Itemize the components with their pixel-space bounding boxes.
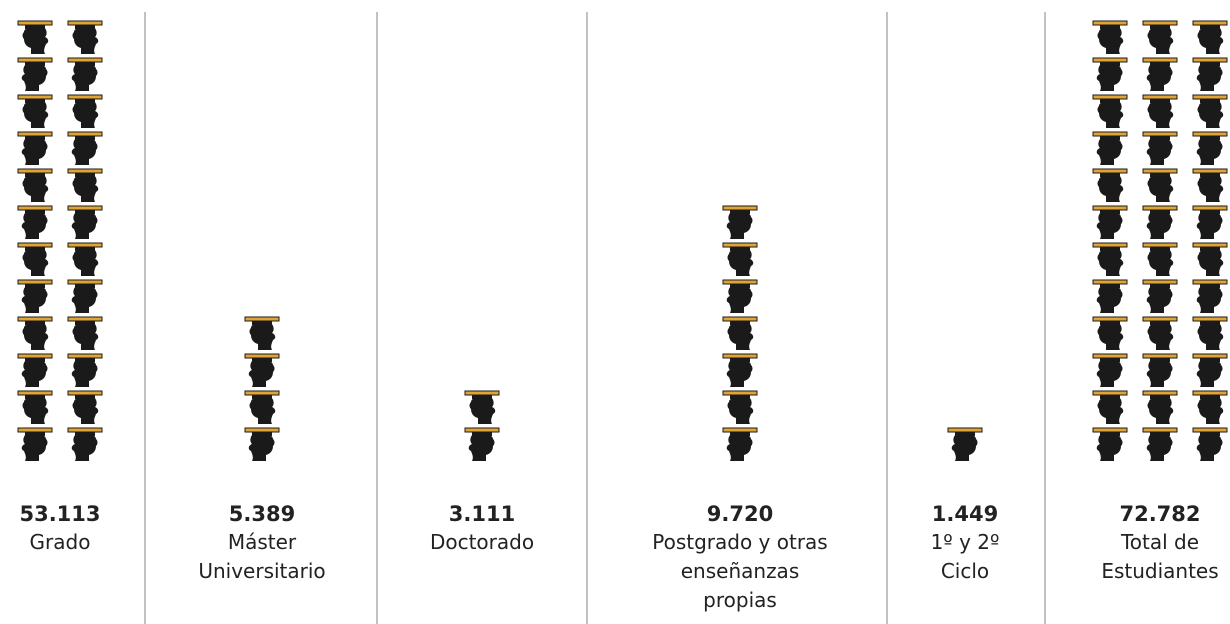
- student-icon: [722, 279, 758, 314]
- student-icon: [1192, 131, 1228, 166]
- student-icon: [67, 316, 103, 351]
- student-icon: [1092, 20, 1128, 55]
- student-icon: [17, 168, 53, 203]
- category-caption: 53.113 Grado: [0, 500, 125, 557]
- student-icon: [464, 427, 500, 462]
- student-icon: [1092, 94, 1128, 129]
- student-icon: [67, 242, 103, 277]
- value-label: 1.449: [931, 502, 999, 526]
- student-icon: [17, 57, 53, 92]
- value-label: 72.782: [1119, 502, 1201, 526]
- student-icon: [464, 390, 500, 425]
- student-icon: [1092, 279, 1128, 314]
- student-icon: [67, 205, 103, 240]
- category-caption: 1.449 1º y 2º Ciclo: [920, 500, 1010, 586]
- student-icon: [244, 427, 280, 462]
- student-icon: [1142, 57, 1178, 92]
- student-icon: [722, 242, 758, 277]
- student-icon: [17, 94, 53, 129]
- value-label: 53.113: [19, 502, 101, 526]
- student-icon: [1142, 279, 1178, 314]
- category-label: Total de Estudiantes: [1101, 530, 1219, 583]
- student-icon: [1142, 242, 1178, 277]
- category-label: Postgrado y otras enseñanzas propias: [652, 530, 828, 612]
- student-icon: [17, 131, 53, 166]
- student-icon: [244, 353, 280, 388]
- student-icon: [67, 279, 103, 314]
- student-icon: [17, 353, 53, 388]
- student-icon: [17, 316, 53, 351]
- student-icon: [1192, 205, 1228, 240]
- student-icon: [1092, 242, 1128, 277]
- student-icon: [67, 94, 103, 129]
- student-icon: [722, 316, 758, 351]
- student-icon: [17, 390, 53, 425]
- category-caption: 9.720 Postgrado y otras enseñanzas propia…: [645, 500, 835, 615]
- value-label: 9.720: [706, 502, 774, 526]
- student-icon: [1142, 390, 1178, 425]
- student-icon: [17, 205, 53, 240]
- student-icon: [1192, 279, 1228, 314]
- category-caption: 3.111 Doctorado: [397, 500, 567, 557]
- student-icon: [1192, 353, 1228, 388]
- student-icon: [1192, 20, 1228, 55]
- student-icon: [17, 242, 53, 277]
- student-icon: [244, 390, 280, 425]
- student-icon: [67, 353, 103, 388]
- student-icon: [1142, 427, 1178, 462]
- student-icon: [1092, 168, 1128, 203]
- student-icon: [1192, 390, 1228, 425]
- category-caption: 5.389 Máster Universitario: [177, 500, 347, 586]
- student-icon: [244, 316, 280, 351]
- category-label: Máster Universitario: [198, 530, 326, 583]
- value-label: 5.389: [228, 502, 296, 526]
- category-label: Doctorado: [429, 530, 535, 554]
- student-icon: [67, 131, 103, 166]
- student-icon: [1192, 316, 1228, 351]
- student-icon: [1142, 205, 1178, 240]
- student-icon: [67, 168, 103, 203]
- value-label: 3.111: [448, 502, 516, 526]
- student-icon: [67, 390, 103, 425]
- student-icon: [17, 279, 53, 314]
- student-icon: [1142, 316, 1178, 351]
- student-icon: [1092, 131, 1128, 166]
- student-icon: [1142, 94, 1178, 129]
- student-icon: [1092, 353, 1128, 388]
- student-icon: [67, 427, 103, 462]
- student-icon: [947, 427, 983, 462]
- student-icon: [67, 57, 103, 92]
- student-icon: [722, 353, 758, 388]
- student-icon: [1142, 20, 1178, 55]
- student-icon: [1092, 316, 1128, 351]
- category-caption: 72.782 Total de Estudiantes: [1080, 500, 1230, 586]
- category-label: 1º y 2º Ciclo: [930, 530, 1000, 583]
- student-icon: [1092, 57, 1128, 92]
- student-icon: [1142, 131, 1178, 166]
- student-icon: [1192, 94, 1228, 129]
- student-icon: [17, 427, 53, 462]
- category-label: Grado: [29, 530, 91, 554]
- student-icon: [1092, 427, 1128, 462]
- student-icon: [1192, 57, 1228, 92]
- student-icon: [67, 20, 103, 55]
- student-icon: [1092, 390, 1128, 425]
- student-icon: [722, 427, 758, 462]
- student-icon: [17, 20, 53, 55]
- student-icon: [1192, 242, 1228, 277]
- student-icon: [1192, 427, 1228, 462]
- student-icon: [1142, 353, 1178, 388]
- student-icon: [1192, 168, 1228, 203]
- student-icon: [722, 205, 758, 240]
- student-icon: [1142, 168, 1178, 203]
- student-icon: [722, 390, 758, 425]
- student-icon: [1092, 205, 1128, 240]
